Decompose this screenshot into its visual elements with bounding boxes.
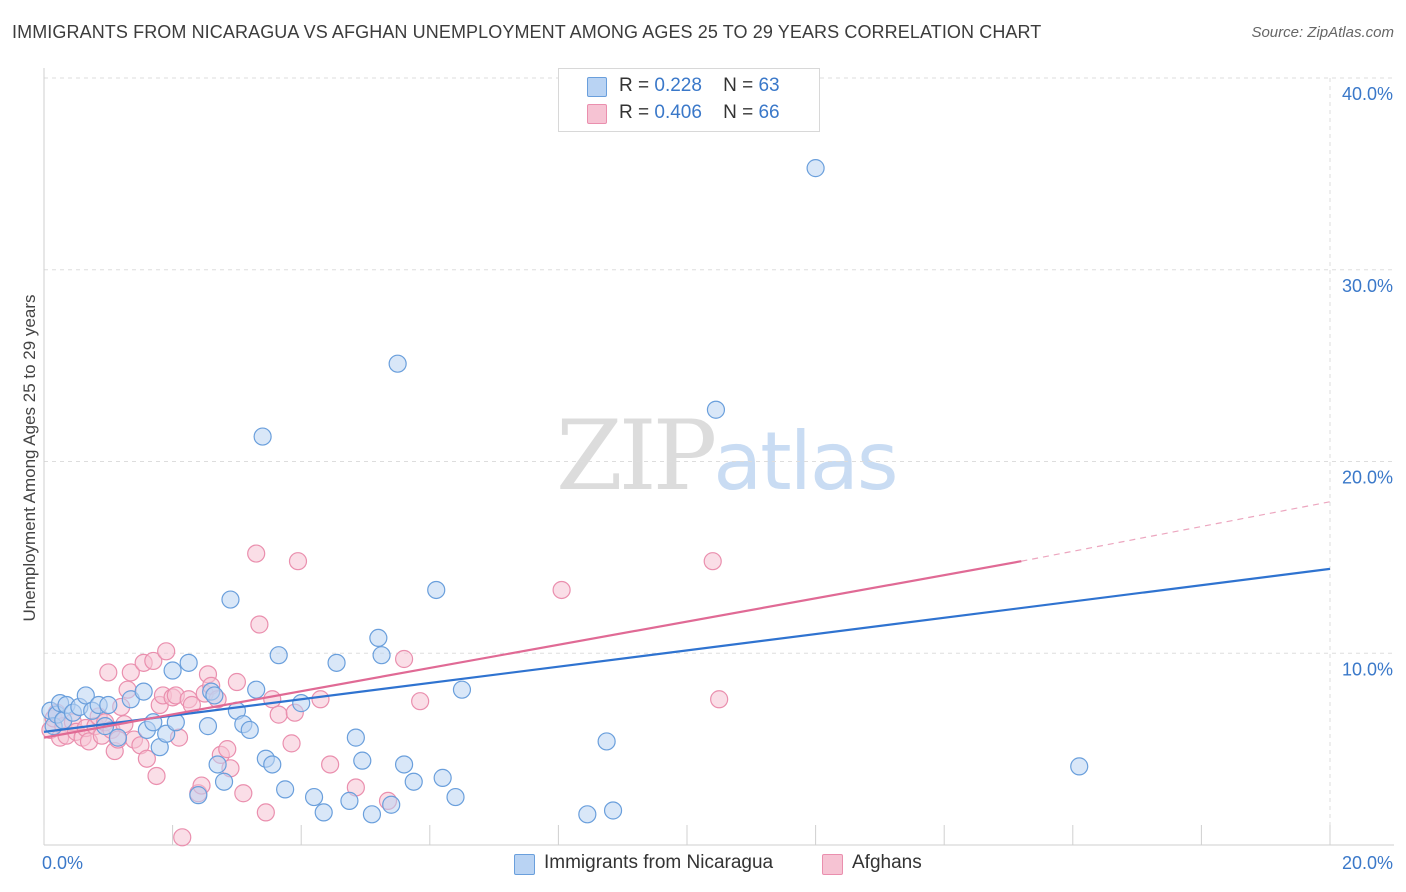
point-nicaragua: [433, 768, 452, 787]
point-afghans: [263, 690, 282, 709]
point-afghans: [218, 740, 237, 759]
legend-text: R = 0.228 N = 63: [619, 75, 780, 96]
point-nicaragua: [221, 590, 240, 609]
point-afghans: [250, 615, 269, 634]
point-nicaragua: [163, 661, 182, 680]
point-nicaragua: [388, 354, 407, 373]
trend-line-extension-afghans: [1021, 501, 1331, 562]
points: [41, 159, 1089, 847]
point-nicaragua: [76, 686, 95, 705]
point-nicaragua: [134, 682, 153, 701]
point-nicaragua: [327, 653, 346, 672]
trend-line-nicaragua: [43, 567, 1331, 733]
point-afghans: [552, 580, 571, 600]
legend-text: R = 0.406 N = 66: [619, 102, 780, 123]
n-value: 66: [758, 102, 780, 123]
legend-swatch-pink: [587, 104, 607, 124]
point-nicaragua: [603, 801, 623, 820]
r-value: 0.406: [654, 102, 702, 123]
point-nicaragua: [304, 787, 324, 807]
point-nicaragua: [382, 795, 401, 814]
trend-line-afghans: [43, 560, 1022, 739]
point-nicaragua: [263, 755, 282, 774]
point-nicaragua: [179, 653, 198, 672]
r-value: 0.228: [654, 75, 702, 96]
trend-lines: [43, 501, 1331, 739]
point-nicaragua: [247, 680, 266, 699]
point-nicaragua: [353, 751, 372, 770]
chart-title: IMMIGRANTS FROM NICARAGUA VS AFGHAN UNEM…: [12, 22, 1042, 42]
point-afghans: [121, 663, 140, 682]
point-nicaragua: [198, 717, 218, 736]
point-nicaragua: [706, 400, 726, 419]
point-afghans: [710, 690, 729, 709]
point-nicaragua: [189, 786, 208, 805]
point-nicaragua: [314, 803, 333, 822]
point-nicaragua: [372, 646, 391, 665]
point-nicaragua: [394, 755, 414, 774]
point-nicaragua: [205, 686, 224, 705]
y-tick-label: 30.0%: [1342, 276, 1393, 296]
stats-legend: R = 0.228 N = 63 R = 0.406 N = 66: [558, 68, 820, 132]
point-nicaragua: [269, 646, 288, 665]
point-afghans: [137, 749, 156, 768]
point-afghans: [703, 552, 722, 571]
y-tick-label: 10.0%: [1342, 659, 1393, 679]
point-afghans: [288, 552, 308, 571]
point-nicaragua: [99, 695, 118, 715]
point-nicaragua: [208, 755, 227, 774]
point-afghans: [173, 828, 192, 847]
point-nicaragua: [108, 728, 128, 747]
point-afghans: [247, 544, 266, 563]
point-nicaragua: [362, 805, 382, 824]
point-nicaragua: [427, 580, 446, 600]
bottom-legend-label: Afghans: [852, 852, 922, 873]
point-nicaragua: [292, 694, 311, 713]
bottom-legend-label: Immigrants from Nicaragua: [544, 852, 774, 873]
n-value: 63: [758, 75, 780, 96]
point-afghans: [394, 649, 414, 669]
point-afghans: [311, 690, 330, 709]
source-label: Source: ZipAtlas.com: [1251, 24, 1394, 41]
point-afghans: [269, 705, 288, 724]
tick-labels: 10.0% 20.0% 30.0% 40.0% 0.0% 20.0%: [42, 84, 1393, 873]
point-nicaragua: [340, 791, 359, 810]
x-tick-label: 20.0%: [1342, 853, 1393, 873]
point-afghans: [282, 734, 301, 753]
legend-swatch-blue: [587, 77, 607, 97]
point-afghans: [147, 766, 166, 786]
point-afghans: [99, 663, 118, 682]
point-nicaragua: [446, 787, 465, 807]
point-nicaragua: [369, 628, 388, 648]
point-nicaragua: [452, 680, 472, 699]
point-afghans: [234, 784, 253, 803]
point-afghans: [144, 651, 163, 671]
point-nicaragua: [240, 720, 259, 740]
bottom-legend-swatch-pink: [822, 854, 843, 875]
point-afghans: [157, 642, 176, 661]
point-afghans: [321, 755, 340, 774]
point-nicaragua: [1070, 757, 1089, 776]
point-nicaragua: [578, 805, 597, 824]
y-tick-label: 20.0%: [1342, 468, 1393, 488]
point-nicaragua: [214, 772, 234, 791]
point-nicaragua: [276, 780, 295, 799]
point-nicaragua: [806, 159, 825, 178]
point-afghans: [227, 672, 246, 692]
point-nicaragua: [253, 427, 272, 446]
watermark-zip: ZIP: [556, 400, 717, 512]
point-afghans: [411, 692, 430, 711]
point-nicaragua: [404, 772, 423, 791]
point-nicaragua: [597, 732, 616, 751]
point-nicaragua: [346, 728, 365, 747]
bottom-legend-swatch-blue: [514, 854, 535, 875]
x-tick-label: 0.0%: [42, 853, 83, 873]
point-afghans: [256, 803, 275, 822]
y-tick-label: 40.0%: [1342, 84, 1393, 104]
watermark: ZIPatlas: [556, 400, 899, 512]
